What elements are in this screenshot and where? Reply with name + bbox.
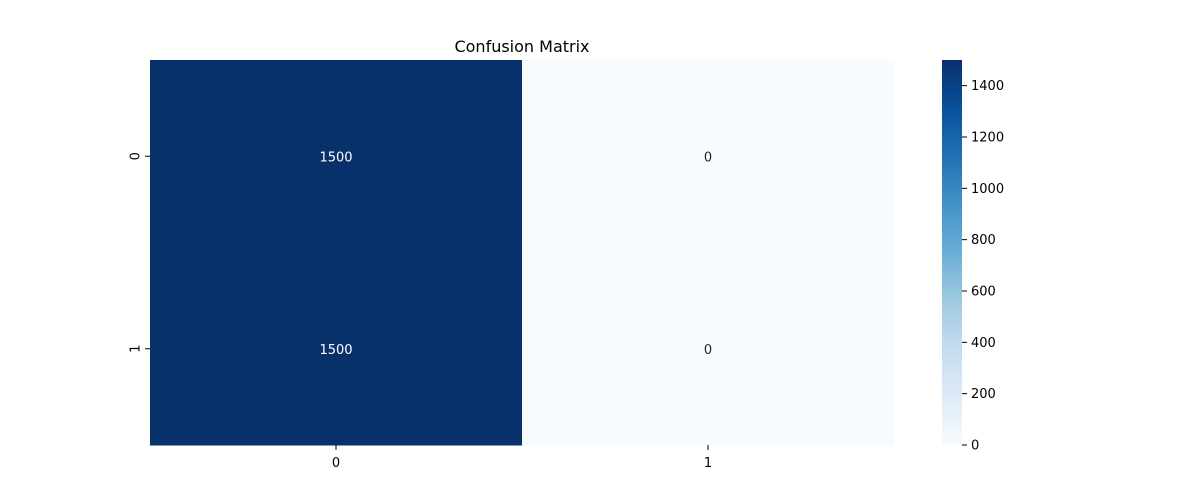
heatmap-cell-label-r1-c1: 0 — [704, 343, 712, 358]
x-tick-label-1: 1 — [704, 456, 712, 471]
heatmap-cell-label-r0-c0: 1500 — [319, 150, 352, 165]
heatmap-cell-r1-c1 — [522, 252, 895, 446]
colorbar-tick-label-5: 1000 — [971, 182, 1004, 197]
heatmap-cell-r1-c0 — [150, 252, 523, 446]
heatmap-cell-r0-c1 — [522, 60, 895, 253]
colorbar-tick-label-6: 1200 — [971, 131, 1004, 146]
colorbar — [942, 60, 962, 445]
heatmap-cell-labels: 1500 0 1500 0 — [319, 150, 712, 358]
colorbar-tick-label-7: 1400 — [971, 79, 1004, 94]
heatmap-cell-label-r1-c0: 1500 — [319, 343, 352, 358]
x-tick-label-0: 0 — [332, 456, 340, 471]
heatmap-cell-r0-c0 — [150, 60, 523, 253]
heatmap-cells — [150, 60, 895, 446]
y-tick-label-1: 1 — [129, 345, 144, 353]
colorbar-tick-label-2: 400 — [971, 336, 996, 351]
colorbar-axis: 0 200 400 600 800 1000 1200 1400 — [962, 79, 1004, 454]
y-tick-label-0: 0 — [129, 152, 144, 160]
colorbar-tick-label-4: 800 — [971, 233, 996, 248]
y-axis: 01 — [129, 152, 150, 353]
chart-title: Confusion Matrix — [454, 37, 589, 56]
colorbar-tick-label-1: 200 — [971, 387, 996, 402]
heatmap-cell-label-r0-c1: 0 — [704, 150, 712, 165]
colorbar-tick-label-3: 600 — [971, 285, 996, 300]
colorbar-tick-label-0: 0 — [971, 439, 979, 454]
